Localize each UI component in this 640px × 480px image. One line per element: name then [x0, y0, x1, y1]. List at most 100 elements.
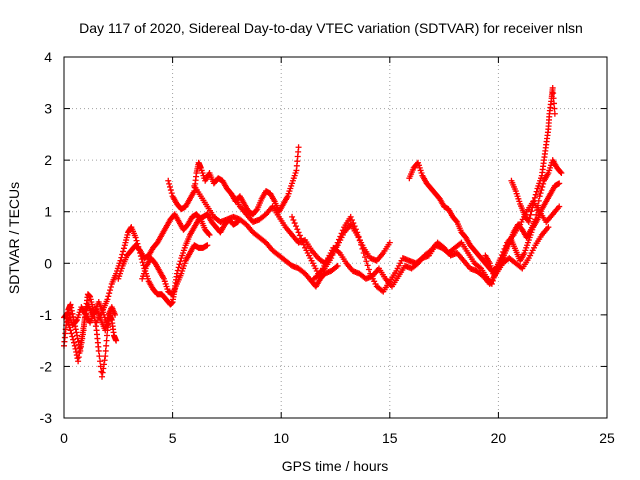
data-point [335, 248, 342, 255]
data-point [70, 339, 77, 346]
x-tick-label: 25 [599, 430, 615, 446]
data-point [79, 333, 86, 340]
data-point [119, 251, 126, 258]
data-point [104, 332, 111, 339]
data-point [107, 284, 114, 291]
data-point [176, 261, 183, 268]
data-point [528, 208, 535, 215]
data-point [96, 353, 103, 360]
data-point [175, 264, 182, 271]
data-point [534, 207, 541, 214]
data-point [334, 262, 341, 269]
data-point [292, 223, 299, 230]
x-tick-label: 5 [169, 430, 177, 446]
data-point [167, 187, 174, 194]
y-axis-label: SDTVAR / TECUs [6, 182, 22, 294]
data-point [166, 180, 173, 187]
data-point [74, 355, 81, 362]
x-tick-label: 0 [60, 430, 68, 446]
data-point [358, 241, 365, 248]
data-point [77, 345, 84, 352]
data-point [290, 216, 297, 223]
data-point [299, 238, 306, 245]
data-point [530, 200, 537, 207]
data-point [100, 365, 107, 372]
data-point [67, 301, 74, 308]
data-point [78, 337, 85, 344]
data-point [67, 327, 74, 334]
data-point [298, 235, 305, 242]
data-point [315, 271, 322, 278]
data-point [80, 325, 87, 332]
y-tick-label: -1 [40, 307, 53, 323]
data-point [73, 348, 80, 355]
data-point [356, 237, 363, 244]
data-point [550, 90, 557, 97]
chart-title: Day 117 of 2020, Sidereal Day-to-day VTE… [79, 20, 583, 36]
data-point [71, 342, 78, 349]
data-point [80, 321, 87, 328]
data-point [289, 213, 296, 220]
data-point [139, 259, 146, 266]
data-point [338, 230, 345, 237]
data-point [64, 318, 71, 325]
data-point [295, 229, 302, 236]
data-point [337, 233, 344, 240]
data-point [538, 187, 545, 194]
data-point [69, 333, 76, 340]
data-point [132, 234, 139, 241]
y-tick-label: 0 [44, 255, 52, 271]
data-point [102, 347, 109, 354]
data-point [534, 202, 541, 209]
data-point [102, 327, 109, 334]
data-point [295, 144, 302, 151]
data-point [335, 236, 342, 243]
data-point [531, 197, 538, 204]
data-point [525, 219, 532, 226]
data-point [205, 230, 212, 237]
data-point [166, 183, 173, 190]
data-point [551, 100, 558, 107]
data-point [68, 307, 75, 314]
data-point [106, 290, 113, 297]
data-points [61, 84, 565, 380]
data-point [355, 233, 362, 240]
data-point [360, 249, 367, 256]
data-point [359, 245, 366, 252]
data-point [68, 304, 75, 311]
data-point [75, 358, 82, 365]
data-point [350, 220, 357, 227]
data-point [120, 245, 127, 252]
y-tick-label: 4 [44, 49, 52, 65]
data-point [294, 226, 301, 233]
data-point [77, 341, 84, 348]
y-tick-label: 2 [44, 152, 52, 168]
y-tick-label: -2 [40, 358, 53, 374]
data-point [73, 329, 80, 336]
data-point [351, 223, 358, 230]
data-point [165, 177, 172, 184]
data-point [103, 342, 110, 349]
data-point [104, 296, 111, 303]
data-point [66, 324, 73, 331]
data-point [99, 369, 106, 376]
data-point [529, 204, 536, 211]
data-point [112, 311, 119, 318]
data-point [300, 241, 307, 248]
data-point [168, 190, 175, 197]
data-point [100, 361, 107, 368]
data-point [386, 239, 393, 246]
x-tick-label: 20 [491, 430, 507, 446]
data-point [363, 258, 370, 265]
data-point [113, 337, 120, 344]
data-point [196, 215, 203, 222]
data-point [362, 254, 369, 261]
data-point [73, 318, 80, 325]
data-point [551, 105, 558, 112]
data-point [533, 188, 540, 195]
data-point [536, 193, 543, 200]
data-point [556, 180, 563, 187]
data-point [79, 329, 86, 336]
x-tick-label: 10 [273, 430, 289, 446]
x-tick-label: 15 [382, 430, 398, 446]
